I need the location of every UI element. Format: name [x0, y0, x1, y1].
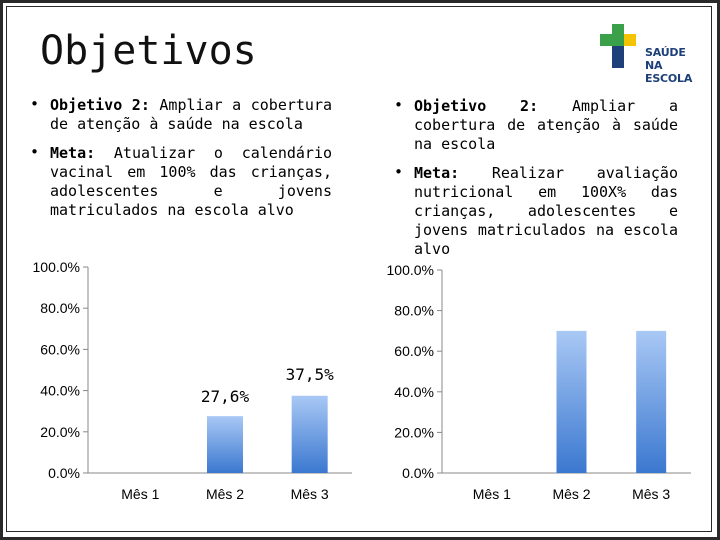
y-tick-label: 100.0% — [387, 262, 434, 278]
saude-na-escola-logo: SAÚDE NA ESCOLA — [598, 20, 713, 85]
y-tick-label: 0.0% — [48, 465, 80, 481]
y-tick-label: 20.0% — [394, 424, 434, 440]
chart-nutrition-svg: 0.0% 20.0% 40.0% 60.0% 80.0% 100.0% Mês 1 Mês 2… — [387, 262, 691, 502]
y-tick-label: 80.0% — [40, 300, 80, 316]
y-tick-label: 60.0% — [394, 343, 434, 359]
objetivo-label: Objetivo 2: — [50, 96, 150, 114]
meta-text: Realizar avaliação nutricional em 100X% … — [414, 164, 678, 258]
data-label: 27,6% — [201, 387, 250, 406]
chart-nutrition: 0.0% 20.0% 40.0% 60.0% 80.0% 100.0% Mês 1 Mês 2… — [375, 252, 705, 502]
y-tick-label: 40.0% — [40, 383, 80, 399]
bar — [636, 330, 667, 473]
y-tick-label: 40.0% — [394, 384, 434, 400]
y-tick-label: 100.0% — [33, 259, 80, 275]
bullet-icon: • — [394, 163, 404, 181]
objetivo-label: Objetivo 2: — [414, 97, 539, 115]
logo-text-line2: NA ESCOLA — [645, 59, 693, 85]
category-label: Mês 3 — [291, 486, 329, 502]
category-label: Mês 2 — [552, 486, 590, 502]
category-label: Mês 1 — [473, 486, 511, 502]
category-label: Mês 2 — [206, 486, 244, 502]
y-tick-label: 0.0% — [402, 465, 434, 481]
bullet-icon: • — [30, 95, 40, 113]
plus-cross-icon — [600, 24, 636, 68]
bullet-icon: • — [394, 96, 404, 114]
objetivo-text: Ampliar a cobertura de atenção à saúde n… — [50, 96, 333, 133]
meta-bullet: • Meta: Realizar avaliação nutricional e… — [394, 163, 678, 259]
page-title: Objetivos — [40, 28, 257, 74]
y-tick-label: 60.0% — [40, 341, 80, 357]
bar — [207, 416, 243, 473]
bar — [556, 330, 587, 473]
chart-vaccination: 0.0% 20.0% 40.0% 60.0% 80.0% 100.0% Mês 1 27,6%… — [20, 252, 365, 502]
slide-inner-frame — [6, 6, 712, 532]
bar — [291, 395, 328, 473]
right-objectives: • Objetivo 2: Ampliar a cobertura de ate… — [394, 96, 678, 269]
meta-label: Meta: — [414, 164, 460, 182]
chart-vaccination-svg: 0.0% 20.0% 40.0% 60.0% 80.0% 100.0% Mês 1 27,6%… — [33, 259, 352, 502]
logo-text-line1: SAÚDE — [645, 46, 686, 59]
y-tick-label: 20.0% — [40, 424, 80, 440]
bullet-icon: • — [30, 143, 40, 161]
objetivo-text: Ampliar a cobertura de atenção à saúde n… — [414, 97, 678, 153]
category-label: Mês 3 — [632, 486, 670, 502]
meta-bullet: • Meta: Atualizar o calendário vacinal e… — [30, 143, 332, 220]
data-label: 37,5% — [286, 365, 335, 384]
category-label: Mês 1 — [121, 486, 159, 502]
meta-label: Meta: — [50, 144, 96, 162]
meta-text: Atualizar o calendário vacinal em 100% d… — [50, 144, 332, 219]
y-tick-label: 80.0% — [394, 303, 434, 319]
left-objectives: • Objetivo 2: Ampliar a cobertura de ate… — [30, 95, 333, 230]
objetivo-bullet: • Objetivo 2: Ampliar a cobertura de ate… — [394, 96, 678, 154]
objetivo-bullet: • Objetivo 2: Ampliar a cobertura de ate… — [30, 95, 333, 134]
